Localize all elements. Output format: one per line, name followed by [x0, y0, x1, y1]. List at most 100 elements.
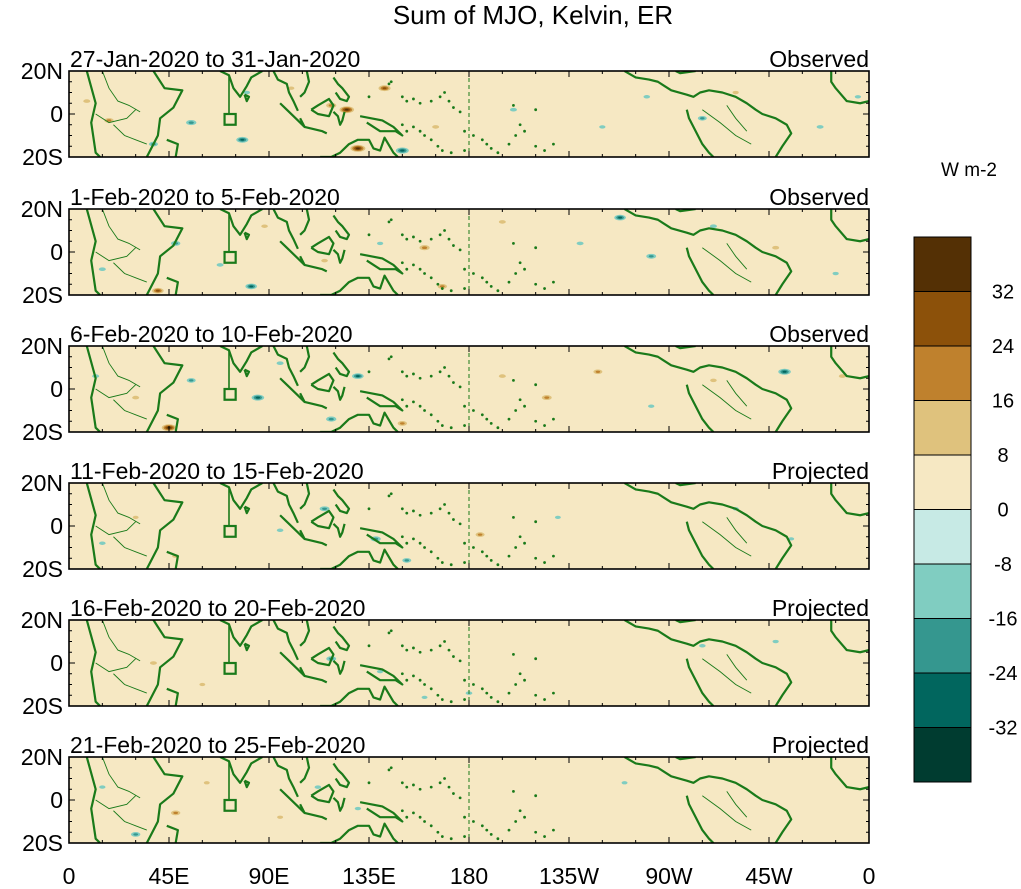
coastline: [145, 757, 184, 843]
coastline: [320, 136, 399, 157]
coastlines: [85, 346, 869, 432]
coastline: [145, 209, 184, 295]
anomaly-contour: [354, 806, 362, 811]
island: [534, 419, 538, 423]
colorbar-tick-label: 0: [997, 500, 1008, 522]
panel-6: 20N 0 20S 21-Feb-2020 to 25-Feb-2020 Project…: [21, 732, 870, 856]
y-tick-label: 0: [50, 513, 63, 539]
island: [552, 691, 555, 695]
anomaly-contour: [149, 661, 157, 665]
island: [423, 683, 426, 686]
island: [412, 263, 415, 267]
island: [440, 561, 444, 564]
island: [418, 101, 422, 105]
y-tick-label: 20S: [22, 830, 63, 856]
island: [507, 554, 511, 558]
island: [543, 424, 546, 427]
country-border: [95, 658, 136, 673]
country-border: [726, 517, 748, 544]
island: [412, 509, 415, 513]
panel-2: 20N 0 20S 1-Feb-2020 to 5-Feb-2020 Observed: [21, 184, 870, 308]
island: [447, 99, 451, 103]
island: [534, 108, 538, 112]
coastline: [279, 514, 306, 541]
island: [405, 99, 409, 103]
island: [412, 811, 415, 815]
anomaly-contour: [132, 515, 139, 520]
island: [400, 123, 404, 127]
island: [485, 554, 489, 558]
colorbar-swatch: [913, 672, 972, 728]
country-border: [101, 483, 141, 525]
colorbar-swatch: [913, 454, 972, 510]
island: [387, 768, 391, 772]
country-border: [95, 795, 136, 810]
island: [412, 537, 415, 541]
island: [387, 82, 391, 86]
island: [534, 144, 538, 148]
coastline: [685, 795, 715, 843]
island: [418, 815, 422, 819]
island: [443, 366, 446, 369]
island: [418, 239, 422, 243]
island: [534, 246, 538, 250]
coastline: [272, 346, 299, 387]
anomaly-contour: [710, 378, 717, 383]
island: [412, 125, 415, 129]
anomaly-contour: [554, 515, 561, 520]
coastline: [166, 276, 179, 295]
island: [458, 522, 462, 526]
coastline: [830, 346, 869, 380]
colorbar-swatch: [913, 727, 972, 783]
x-tick-label: 45W: [745, 863, 793, 889]
country-border: [702, 109, 752, 145]
island: [447, 237, 451, 241]
anomaly-contour: [98, 267, 106, 272]
panel-period-label: 11-Feb-2020 to 15-Feb-2020: [70, 458, 364, 484]
island: [480, 550, 484, 554]
island: [472, 272, 475, 275]
island: [412, 372, 415, 376]
island: [367, 644, 371, 648]
anomaly-contour: [203, 781, 210, 785]
panel-period-label: 27-Jan-2020 to 31-Jan-2020: [70, 46, 360, 72]
y-tick-label: 20N: [21, 333, 63, 359]
coastline: [359, 801, 404, 823]
island: [512, 379, 515, 382]
island: [400, 261, 404, 265]
y-tick-label: 20S: [22, 282, 63, 308]
island: [418, 678, 422, 682]
island: [429, 237, 433, 241]
anomaly-field: [83, 85, 862, 154]
coastline: [145, 71, 184, 157]
country-border: [101, 757, 141, 799]
island: [438, 644, 442, 648]
anomaly-contour: [709, 224, 717, 229]
island: [443, 91, 446, 94]
island: [458, 796, 462, 800]
island: [412, 97, 415, 101]
coastlines: [85, 209, 869, 295]
anomaly-contour: [618, 216, 623, 219]
island: [400, 672, 404, 676]
island: [518, 123, 522, 127]
island: [523, 815, 526, 819]
coastline: [685, 109, 715, 157]
island: [449, 700, 453, 704]
panel-period-label: 16-Feb-2020 to 20-Feb-2020: [70, 595, 365, 621]
island: [463, 678, 466, 682]
x-tick-label: 90E: [249, 863, 290, 889]
island: [423, 134, 426, 137]
coastline: [145, 620, 184, 706]
island: [440, 287, 444, 290]
island: [507, 417, 511, 421]
coastline: [166, 413, 179, 432]
anomaly-contour: [188, 121, 194, 124]
island: [405, 785, 409, 789]
country-border: [95, 384, 136, 399]
anomaly-contour: [243, 90, 251, 95]
island: [400, 233, 404, 237]
island: [429, 550, 433, 554]
country-border: [113, 399, 147, 420]
island: [552, 142, 555, 146]
